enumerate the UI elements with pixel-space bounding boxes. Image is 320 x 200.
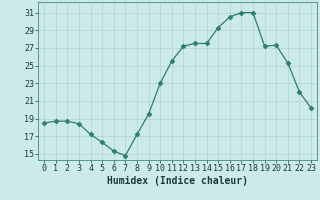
X-axis label: Humidex (Indice chaleur): Humidex (Indice chaleur) (107, 176, 248, 186)
